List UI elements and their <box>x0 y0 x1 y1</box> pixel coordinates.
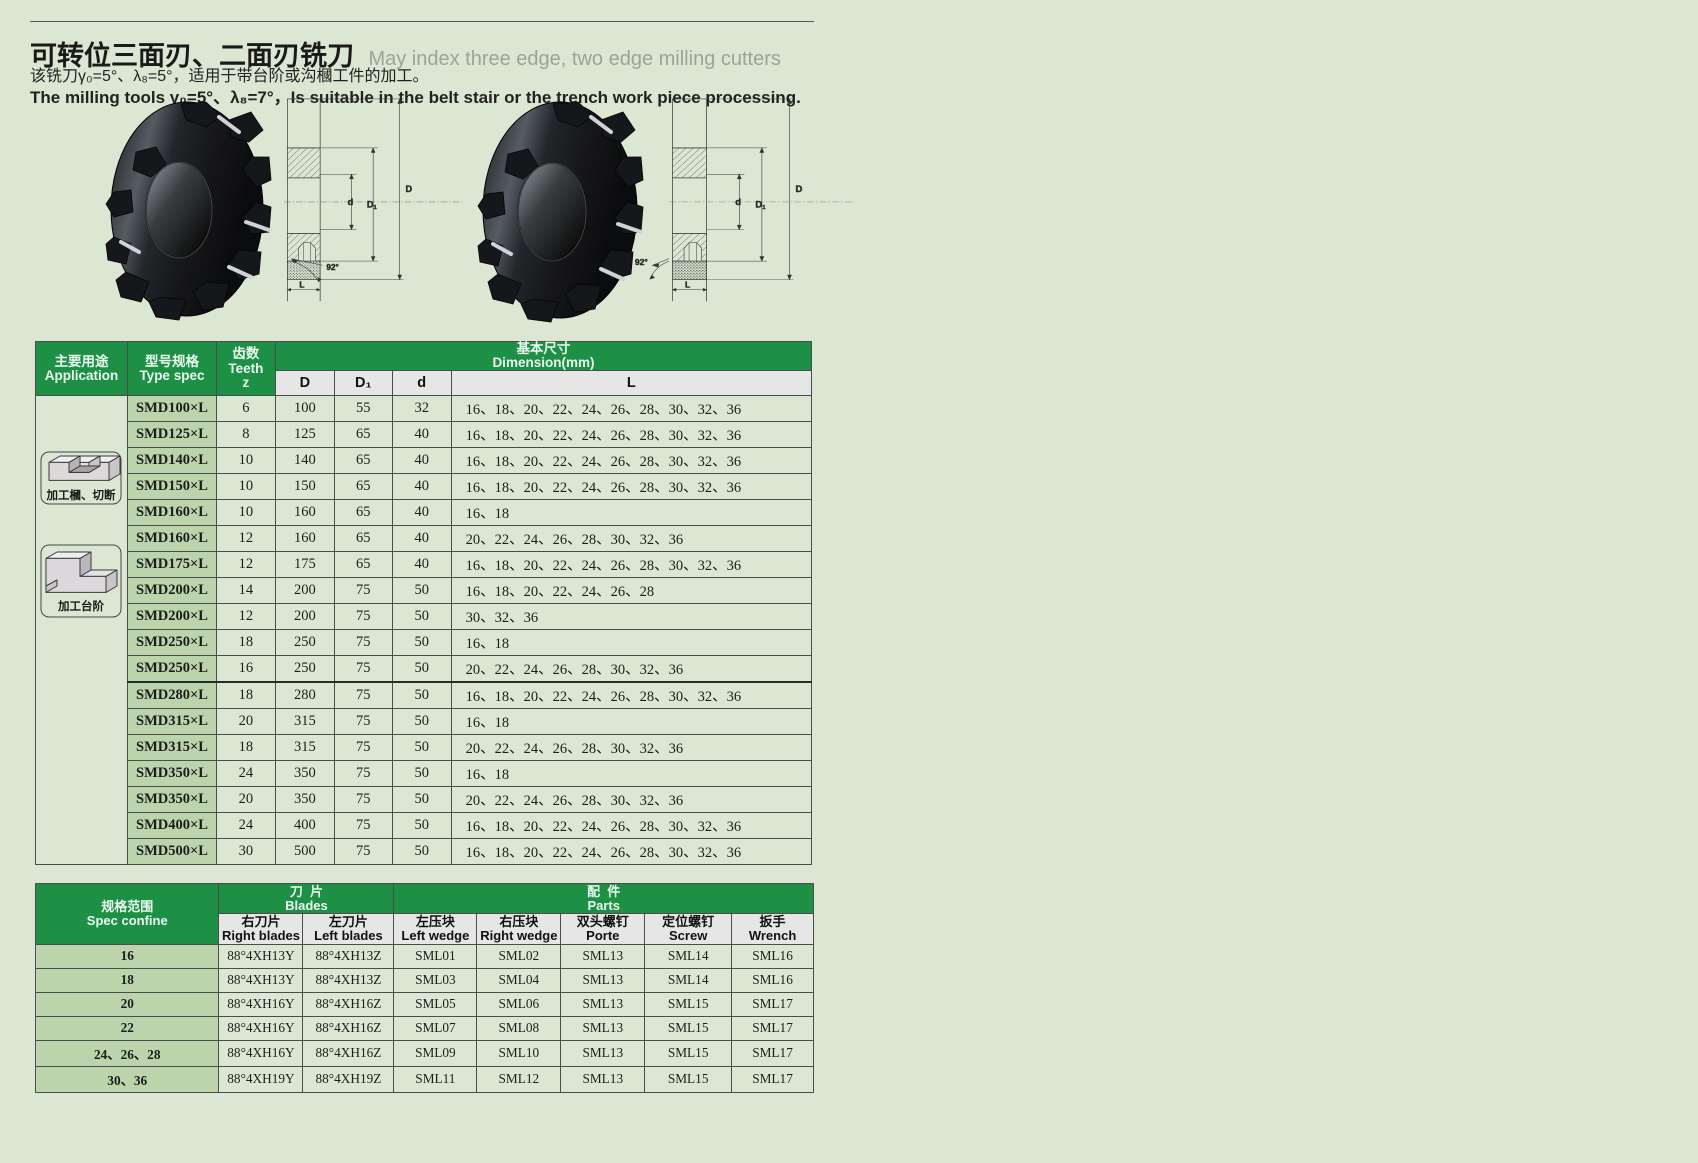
svg-text:D: D <box>405 184 412 194</box>
svg-text:92°: 92° <box>635 259 648 268</box>
svg-text:d: d <box>348 197 354 207</box>
svg-text:d: d <box>735 198 741 208</box>
svg-text:D1: D1 <box>755 200 766 211</box>
svg-text:D: D <box>796 184 803 194</box>
svg-text:L: L <box>299 281 304 290</box>
svg-text:L: L <box>685 281 690 290</box>
svg-text:D1: D1 <box>367 200 377 211</box>
svg-text:92°: 92° <box>326 263 338 272</box>
